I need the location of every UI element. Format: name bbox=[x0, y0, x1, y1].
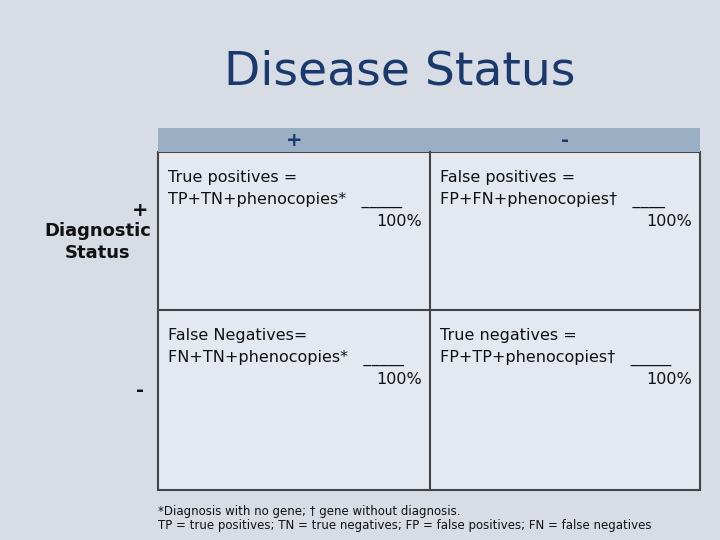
Text: *Diagnosis with no gene; † gene without diagnosis.: *Diagnosis with no gene; † gene without … bbox=[158, 505, 461, 518]
Text: 100%: 100% bbox=[647, 372, 692, 387]
Text: FP+FN+phenocopies†   ____: FP+FN+phenocopies† ____ bbox=[440, 192, 665, 208]
Text: FP+TP+phenocopies†   _____: FP+TP+phenocopies† _____ bbox=[440, 350, 671, 366]
Text: +: + bbox=[132, 201, 148, 220]
Text: False Negatives=: False Negatives= bbox=[168, 328, 307, 343]
Text: False positives =: False positives = bbox=[440, 170, 575, 185]
Text: Diagnostic: Diagnostic bbox=[45, 222, 151, 240]
Text: Status: Status bbox=[66, 244, 131, 262]
Text: 100%: 100% bbox=[377, 214, 422, 229]
Text: Disease Status: Disease Status bbox=[225, 50, 576, 94]
Text: 100%: 100% bbox=[647, 214, 692, 229]
Text: 100%: 100% bbox=[377, 372, 422, 387]
Text: FN+TN+phenocopies*   _____: FN+TN+phenocopies* _____ bbox=[168, 350, 404, 366]
Text: TP+TN+phenocopies*   _____: TP+TN+phenocopies* _____ bbox=[168, 192, 402, 208]
Text: True negatives =: True negatives = bbox=[440, 328, 577, 343]
Bar bbox=[158, 152, 700, 490]
Text: -: - bbox=[561, 131, 569, 150]
Text: True positives =: True positives = bbox=[168, 170, 297, 185]
Text: +: + bbox=[286, 131, 302, 150]
Text: TP = true positives; TN = true negatives; FP = false positives; FN = false negat: TP = true positives; TN = true negatives… bbox=[158, 519, 652, 532]
Text: -: - bbox=[136, 381, 144, 400]
Bar bbox=[158, 128, 700, 152]
